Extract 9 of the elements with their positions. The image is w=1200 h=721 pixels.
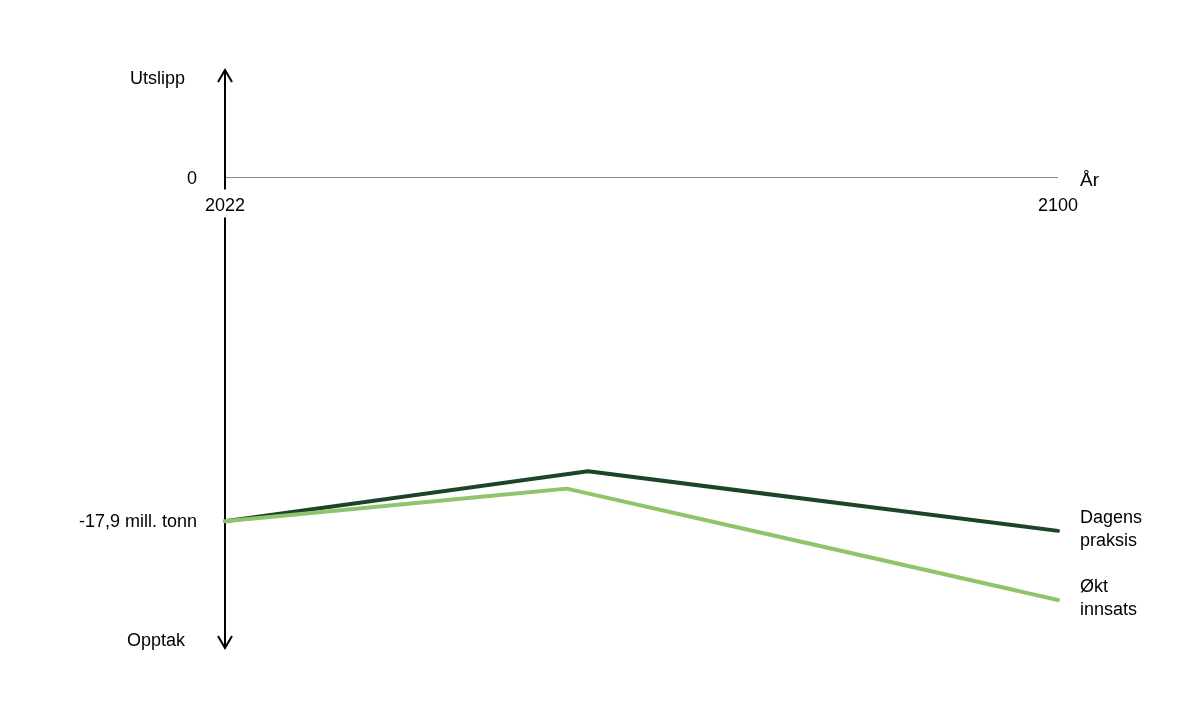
x-axis-title: År bbox=[1080, 168, 1100, 190]
text: Utslipp bbox=[129, 68, 185, 88]
y-tick-label: 0 bbox=[186, 167, 197, 188]
series-label: Dagens praksis bbox=[1080, 506, 1143, 550]
series-label: Økt innsats bbox=[1080, 575, 1138, 619]
x-tick-label: 2022 bbox=[204, 194, 246, 215]
text: Opptak bbox=[126, 630, 186, 650]
x-tick-label: 2100 bbox=[1037, 194, 1079, 215]
y-tick-label: -17,9 mill. tonn bbox=[78, 511, 197, 532]
